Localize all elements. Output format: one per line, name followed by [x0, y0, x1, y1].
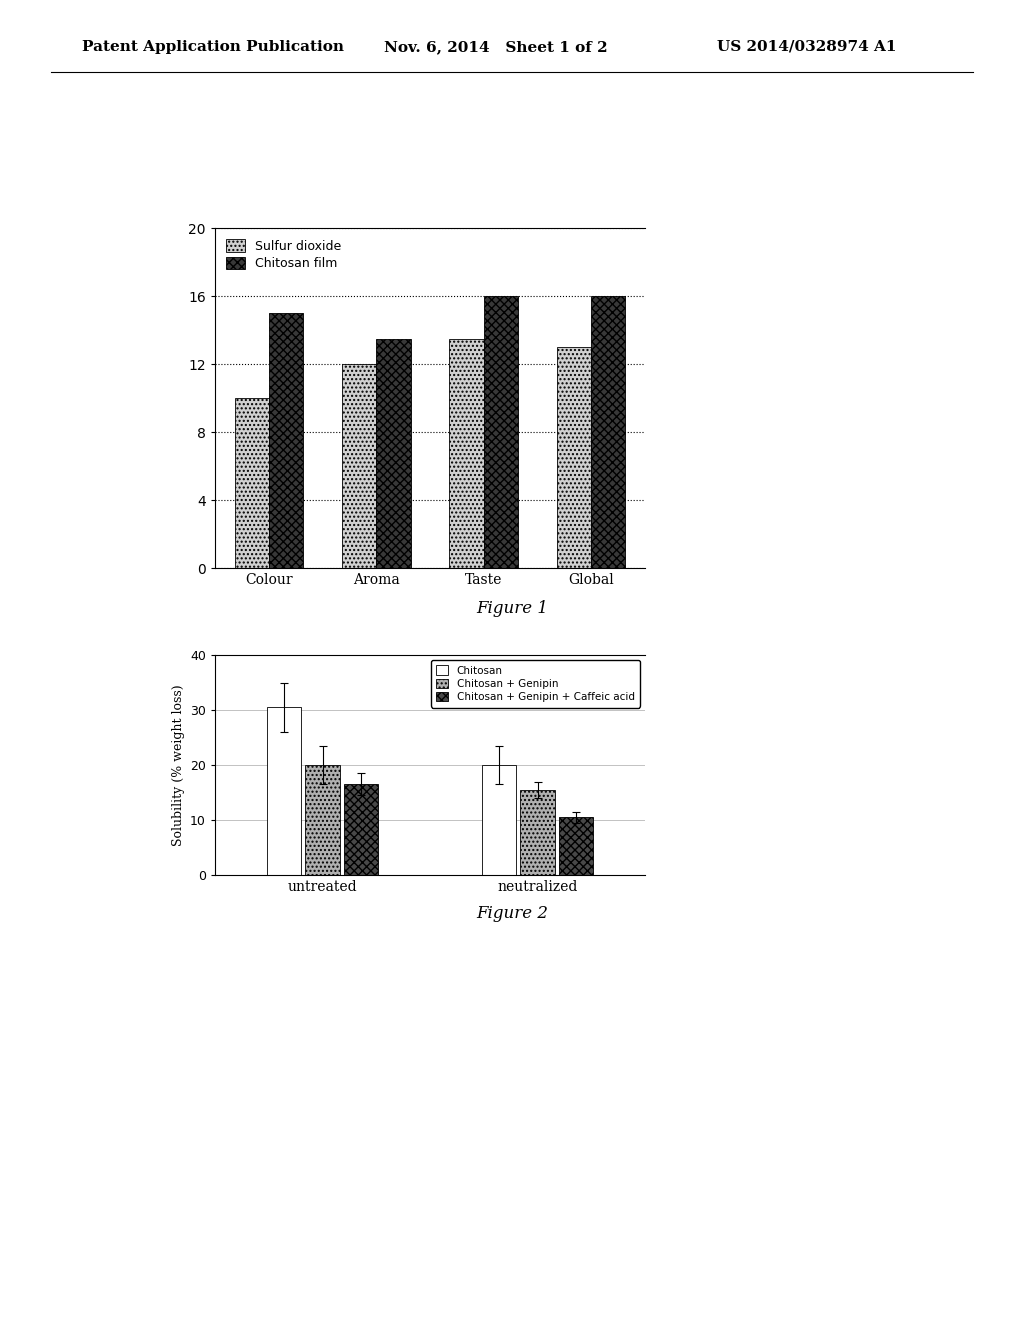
Text: Nov. 6, 2014   Sheet 1 of 2: Nov. 6, 2014 Sheet 1 of 2	[384, 40, 607, 54]
Bar	[376, 338, 411, 568]
Bar	[557, 347, 591, 568]
Bar	[234, 399, 269, 568]
Bar	[342, 364, 376, 568]
Text: Figure 1: Figure 1	[476, 601, 548, 616]
Bar	[305, 766, 340, 875]
Legend: Chitosan, Chitosan + Genipin, Chitosan + Genipin + Caffeic acid: Chitosan, Chitosan + Genipin, Chitosan +…	[430, 660, 640, 708]
Text: Patent Application Publication: Patent Application Publication	[82, 40, 344, 54]
Bar	[269, 313, 303, 568]
Text: US 2014/0328974 A1: US 2014/0328974 A1	[717, 40, 896, 54]
Text: Figure 2: Figure 2	[476, 906, 548, 921]
Bar	[481, 766, 516, 875]
Bar	[450, 338, 483, 568]
Bar	[344, 784, 379, 875]
Y-axis label: Solubility (% weight loss): Solubility (% weight loss)	[172, 684, 184, 846]
Legend: Sulfur dioxide, Chitosan film: Sulfur dioxide, Chitosan film	[221, 234, 346, 276]
Bar	[559, 817, 593, 875]
Bar	[483, 296, 518, 568]
Bar	[520, 789, 555, 875]
Bar	[591, 296, 626, 568]
Bar	[266, 708, 301, 875]
